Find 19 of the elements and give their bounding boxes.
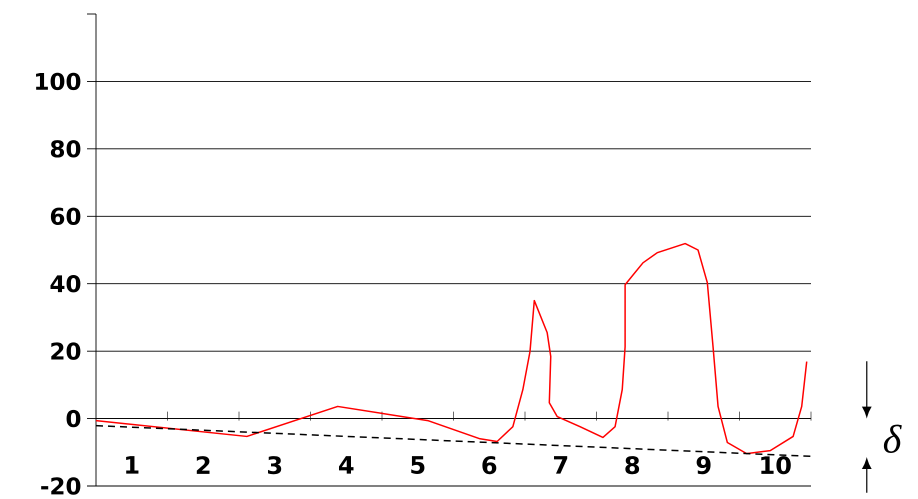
x-tick-label: 8 bbox=[625, 456, 640, 474]
x-tick-label: 9 bbox=[696, 456, 711, 474]
y-tick-label: 100 bbox=[36, 72, 80, 90]
x-tick-label: 2 bbox=[196, 456, 210, 474]
x-tick-label: 7 bbox=[554, 456, 568, 474]
y-tick-label: 80 bbox=[50, 140, 80, 158]
y-tick-label: 60 bbox=[50, 208, 80, 225]
x-tick-label: 3 bbox=[268, 456, 282, 474]
line-series bbox=[95, 242, 808, 454]
y-tick-label: 0 bbox=[66, 410, 80, 428]
y-tick-label: 40 bbox=[50, 275, 80, 292]
x-tick-label: 6 bbox=[482, 456, 496, 474]
x-tick-label: 1 bbox=[126, 456, 138, 474]
x-tick-label: 10 bbox=[761, 456, 791, 474]
y-tick-label: -20 bbox=[41, 477, 80, 495]
x-tick-label: 4 bbox=[338, 456, 354, 474]
x-tick-label: 5 bbox=[411, 456, 424, 474]
y-tick-label: 20 bbox=[51, 342, 80, 360]
text: δ bbox=[884, 424, 902, 453]
